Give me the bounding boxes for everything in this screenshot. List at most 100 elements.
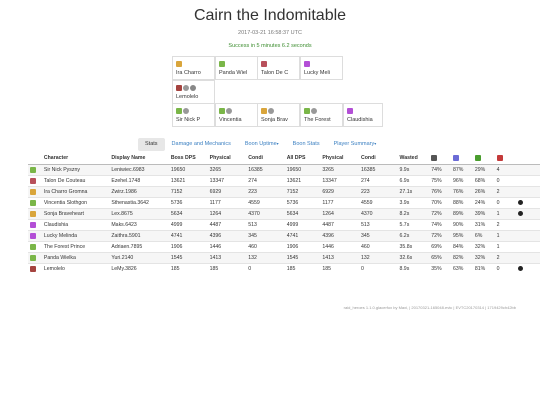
table-cell: 81% <box>472 263 495 274</box>
col-header[interactable]: Display Name <box>109 152 169 165</box>
table-cell: 223 <box>246 186 285 198</box>
squad-tile: Claudishia <box>343 103 383 127</box>
table-cell: 4999 <box>284 219 321 231</box>
chevron-down-icon: ▾ <box>374 141 377 146</box>
table-cell: 1 <box>494 241 517 253</box>
tile-player-name: Lucky Meli <box>304 70 330 76</box>
col-header[interactable]: Condi <box>359 152 398 165</box>
table-row[interactable]: Sonja Braveheart Lex.8675 5634 1264 4370 5634… <box>28 208 540 220</box>
role-icon <box>183 85 189 91</box>
tile-icons <box>304 60 339 68</box>
squad-tile: Vincentia <box>215 103 258 127</box>
table-row[interactable]: Sir Nick Pyszny Leniwiec.6983 19650 3265 163… <box>28 164 540 176</box>
profession-icon <box>176 85 182 91</box>
table-cell: 82% <box>451 252 473 264</box>
tile-player-name: Sir Nick P <box>176 117 201 123</box>
table-cell: 19650 <box>168 164 208 176</box>
table-cell: 132 <box>246 252 285 264</box>
table-cell: 1446 <box>207 241 247 253</box>
squad-tile: Lucky Meli <box>300 56 343 80</box>
table-cell: 4396 <box>207 230 247 242</box>
table-cell: 74% <box>429 164 452 176</box>
table-cell: 87% <box>451 164 473 176</box>
profession-icon <box>30 177 36 184</box>
skull-icon <box>518 200 524 206</box>
col-header[interactable]: All DPS <box>284 152 321 165</box>
death-cell <box>516 252 540 264</box>
table-row[interactable]: Talon De Couteau Ezehel.1748 13621 13347 274… <box>28 175 540 187</box>
profession-icon <box>30 265 36 272</box>
tab-player-summary[interactable]: Player Summary▾ <box>333 141 377 147</box>
table-cell: 185 <box>320 263 360 274</box>
table-cell: 513 <box>359 219 398 231</box>
table-cell: 185 <box>207 263 247 274</box>
table-row[interactable]: Panda Wielka Yuri.2140 1545 1413 132 1545 1413… <box>28 252 540 264</box>
role-icon <box>311 108 317 114</box>
table-cell: 345 <box>246 230 285 242</box>
table-row[interactable]: Claudishia Maks.6423 4999 4487 513 4999 4487 51… <box>28 219 540 231</box>
profession-icon <box>219 108 225 114</box>
col-header-icon[interactable] <box>429 152 452 165</box>
death-cell <box>516 164 540 176</box>
col-header[interactable]: Physical <box>207 152 247 165</box>
table-cell: 70% <box>429 197 452 209</box>
table-row[interactable]: Vincentia Slothgon Sthenastia.3642 5736 117… <box>28 197 540 209</box>
role-icon <box>183 108 189 114</box>
profession-icon <box>30 243 36 250</box>
table-cell: 5736 <box>168 197 208 209</box>
profession-cell <box>28 186 42 198</box>
table-row[interactable]: Lucky Melinda Zaithra.5901 4741 4396 345 4741… <box>28 230 540 242</box>
table-cell: 35.8s <box>397 241 430 253</box>
stats-table: Character Display Name Boss DPS Physical Con… <box>28 152 540 274</box>
table-cell: 29% <box>472 164 495 176</box>
table-cell: 63% <box>451 263 473 274</box>
table-cell: 7152 <box>284 186 321 198</box>
table-cell: 95% <box>451 230 473 242</box>
profession-cell <box>28 197 42 209</box>
tab-damage-and-mechanics[interactable]: Damage and Mechanics <box>171 141 231 147</box>
tab-boon-stats[interactable]: Boon Stats <box>292 141 320 147</box>
table-cell: Sir Nick Pyszny <box>41 164 110 176</box>
table-cell: 1264 <box>207 208 247 220</box>
profession-icon <box>30 254 36 261</box>
tile-icons <box>304 107 339 115</box>
col-header[interactable]: Character <box>41 152 110 165</box>
table-row[interactable]: Lemolelo LeMy.3826 185 185 0 185 185 0 8.9s 35% 63… <box>28 263 540 274</box>
tab-bar: Stats Damage and Mechanics Boon Uptime▾ Boo… <box>138 138 383 151</box>
table-cell: 3.9s <box>397 197 430 209</box>
skull-icon <box>518 266 524 272</box>
profession-icon <box>219 61 225 67</box>
squad-tile: Sir Nick P <box>172 103 215 127</box>
table-cell: 69% <box>429 241 452 253</box>
col-header-icon[interactable] <box>494 152 517 165</box>
col-header[interactable]: Condi <box>246 152 285 165</box>
tab-boon-uptime[interactable]: Boon Uptime▾ <box>244 141 279 147</box>
col-header[interactable]: Wasted <box>397 152 430 165</box>
table-row[interactable]: Ira Charro Gromna Zwirz.1986 7152 6929 223 71… <box>28 186 540 198</box>
table-cell: 1545 <box>168 252 208 264</box>
col-header-extra <box>516 152 540 165</box>
tile-player-name: Talon De C <box>261 70 289 76</box>
col-header[interactable]: Physical <box>320 152 360 165</box>
table-row[interactable]: The Forest Prince Adriaen.7895 1906 1446 460… <box>28 241 540 253</box>
table-cell: 6.2s <box>397 230 430 242</box>
table-cell: 0 <box>494 263 517 274</box>
tab-stats[interactable]: Stats <box>138 138 165 151</box>
col-header-icon[interactable] <box>472 152 495 165</box>
table-cell: 185 <box>168 263 208 274</box>
skull-icon <box>518 211 524 217</box>
tile-player-name: Panda Wiel <box>219 70 248 76</box>
col-header[interactable]: Boss DPS <box>168 152 208 165</box>
col-header-icon[interactable] <box>451 152 473 165</box>
table-cell: 345 <box>359 230 398 242</box>
table-cell: 274 <box>359 175 398 187</box>
table-cell: 4559 <box>359 197 398 209</box>
profession-icon <box>30 232 36 239</box>
table-cell: 4 <box>494 164 517 176</box>
table-cell: Lex.8675 <box>109 208 169 220</box>
profession-cell <box>28 241 42 253</box>
table-cell: 4487 <box>207 219 247 231</box>
role-icon <box>268 108 274 114</box>
table-cell: 31% <box>472 219 495 231</box>
table-cell: 4396 <box>320 230 360 242</box>
